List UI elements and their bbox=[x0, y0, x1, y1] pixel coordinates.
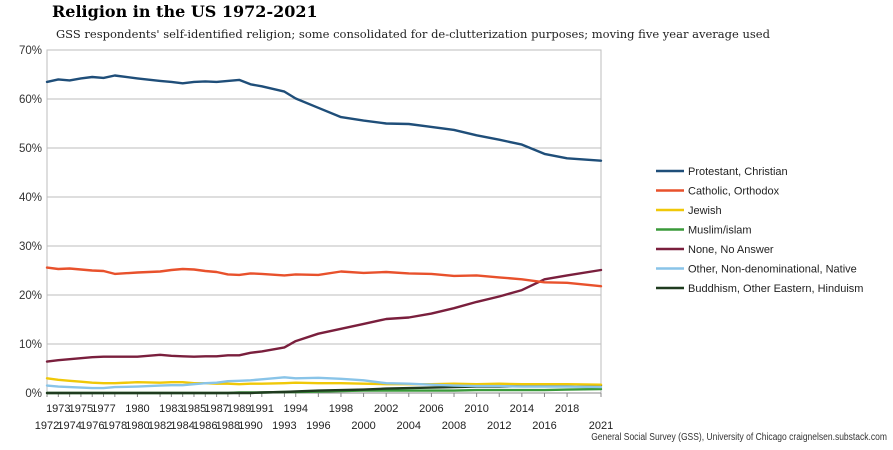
series-line-2 bbox=[45, 377, 603, 386]
x-tick-label: 1998 bbox=[329, 403, 353, 415]
x-tick-label: 2002 bbox=[374, 403, 398, 415]
x-tick-label: 2008 bbox=[442, 420, 466, 432]
x-tick-label: 1976 bbox=[80, 420, 104, 432]
legend-label: Protestant, Christian bbox=[688, 166, 788, 178]
y-tick-label: 10% bbox=[19, 339, 42, 351]
x-axis-tick-labels: 1972197419761978198019821984198619881990… bbox=[35, 393, 613, 432]
x-tick-label: 1985 bbox=[182, 403, 206, 415]
y-tick-label: 30% bbox=[19, 241, 42, 253]
gridlines bbox=[46, 49, 602, 394]
x-tick-label: 2010 bbox=[464, 403, 488, 415]
x-tick-label: 1990 bbox=[238, 420, 262, 432]
x-tick-label: 1988 bbox=[216, 420, 240, 432]
series-lines bbox=[45, 74, 603, 395]
y-tick-label: 40% bbox=[19, 192, 42, 204]
x-tick-label: 1978 bbox=[103, 420, 127, 432]
series-line-0 bbox=[45, 74, 603, 162]
x-tick-label: 1977 bbox=[91, 403, 115, 415]
legend-label: Catholic, Orthodox bbox=[688, 186, 780, 198]
y-axis-tick-labels: 0% 10% 20% 30% 40% 50% 60% 70% bbox=[19, 45, 42, 400]
plot-area-border bbox=[46, 49, 602, 394]
series-line-4 bbox=[45, 268, 603, 363]
x-tick-label: 1989 bbox=[227, 403, 251, 415]
x-tick-label: 1994 bbox=[283, 403, 307, 415]
legend-label: Muslim/islam bbox=[688, 225, 752, 237]
x-tick-label: 1980 bbox=[125, 420, 149, 432]
x-tick-label: 2000 bbox=[351, 420, 375, 432]
x-tick-label: 1980 bbox=[125, 403, 149, 415]
x-tick-label: 1986 bbox=[193, 420, 217, 432]
chart-title: Religion in the US 1972-2021 bbox=[52, 2, 318, 21]
y-tick-label: 70% bbox=[19, 45, 42, 57]
x-tick-label: 1987 bbox=[204, 403, 228, 415]
x-tick-label: 1973 bbox=[46, 403, 70, 415]
x-tick-label: 2021 bbox=[589, 420, 613, 432]
x-tick-label: 2006 bbox=[419, 403, 443, 415]
x-tick-label: 1983 bbox=[159, 403, 183, 415]
x-tick-label: 1993 bbox=[272, 420, 296, 432]
x-tick-label: 2018 bbox=[555, 403, 579, 415]
legend-label: Jewish bbox=[688, 205, 722, 217]
series-line-1 bbox=[45, 266, 603, 288]
x-tick-label: 1982 bbox=[148, 420, 172, 432]
x-tick-label: 2004 bbox=[397, 420, 421, 432]
x-tick-label: 1996 bbox=[306, 420, 330, 432]
legend: Protestant, Christian Catholic, Orthodox J… bbox=[656, 166, 863, 295]
legend-label: Buddhism, Other Eastern, Hinduism bbox=[688, 283, 863, 295]
y-tick-label: 20% bbox=[19, 290, 42, 302]
y-tick-label: 60% bbox=[19, 94, 42, 106]
x-tick-label: 2014 bbox=[510, 403, 534, 415]
series-line-5 bbox=[45, 376, 603, 390]
legend-label: Other, Non-denominational, Native bbox=[688, 264, 857, 276]
x-tick-label: 2012 bbox=[487, 420, 511, 432]
source-note: General Social Survey (GSS), University … bbox=[591, 432, 887, 443]
x-tick-label: 1972 bbox=[35, 420, 59, 432]
chart-subtitle: GSS respondents' self-identified religio… bbox=[56, 27, 770, 41]
y-tick-label: 0% bbox=[25, 388, 42, 400]
legend-label: None, No Answer bbox=[688, 244, 774, 256]
x-tick-label: 2016 bbox=[532, 420, 556, 432]
x-tick-label: 1974 bbox=[57, 420, 81, 432]
x-tick-label: 1975 bbox=[69, 403, 93, 415]
x-tick-label: 1984 bbox=[170, 420, 194, 432]
x-tick-label: 1991 bbox=[250, 403, 274, 415]
y-tick-label: 50% bbox=[19, 143, 42, 155]
